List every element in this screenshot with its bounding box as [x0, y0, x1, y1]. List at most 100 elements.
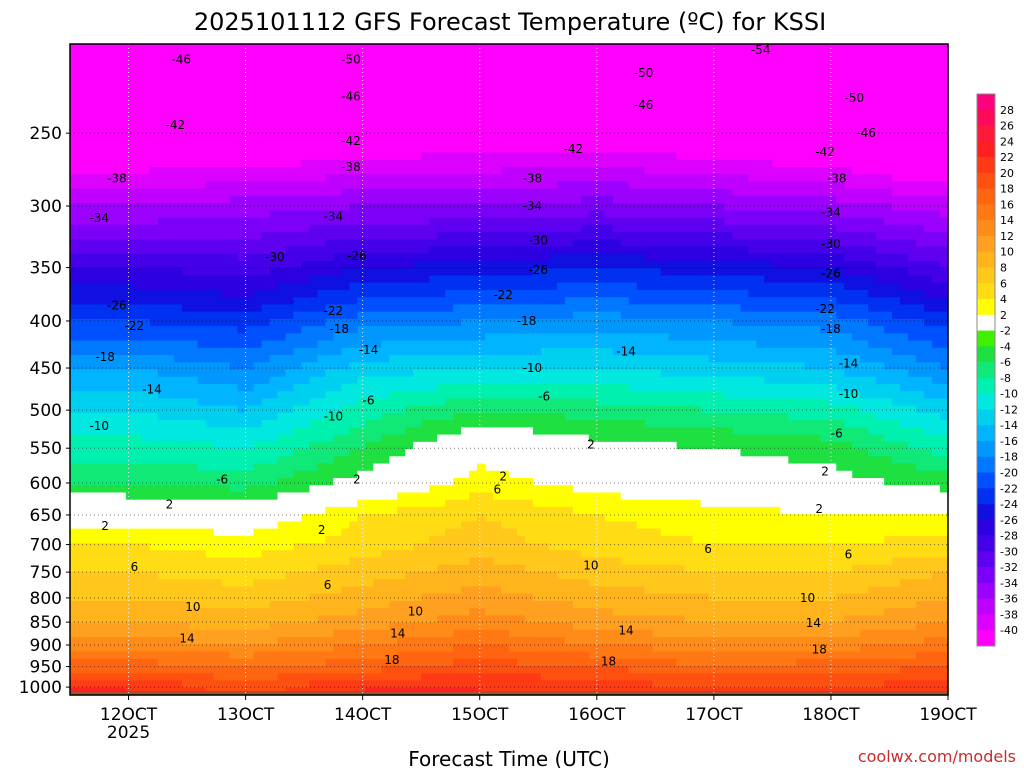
- heatmap-cell: [165, 564, 175, 573]
- heatmap-cell: [117, 72, 127, 81]
- heatmap-cell: [341, 485, 350, 494]
- heatmap-cell: [70, 412, 79, 421]
- heatmap-cell: [333, 166, 342, 175]
- heatmap-cell: [85, 427, 95, 436]
- heatmap-cell: [421, 347, 430, 356]
- heatmap-cell: [437, 434, 446, 443]
- heatmap-cell: [421, 130, 430, 139]
- heatmap-cell: [453, 51, 462, 60]
- heatmap-cell: [157, 463, 167, 472]
- heatmap-cell: [445, 297, 454, 305]
- heatmap-cell: [477, 217, 486, 226]
- heatmap-cell: [245, 181, 255, 190]
- heatmap-cell: [77, 586, 87, 595]
- heatmap-cell: [277, 427, 287, 436]
- heatmap-cell: [157, 232, 167, 240]
- heatmap-cell: [493, 412, 502, 421]
- heatmap-cell: [437, 268, 446, 277]
- heatmap-cell: [237, 666, 247, 674]
- heatmap-cell: [85, 586, 95, 595]
- heatmap-cell: [381, 434, 390, 443]
- heatmap-cell: [501, 514, 510, 522]
- heatmap-cell: [365, 181, 374, 190]
- heatmap-cell: [509, 311, 518, 320]
- heatmap-cell: [357, 622, 366, 631]
- heatmap-cell: [365, 355, 374, 363]
- heatmap-cell: [477, 123, 486, 132]
- heatmap-cell: [101, 94, 111, 103]
- heatmap-cell: [125, 456, 135, 465]
- heatmap-cell: [77, 318, 87, 327]
- heatmap-cell: [189, 51, 199, 60]
- heatmap-cell: [349, 109, 358, 117]
- heatmap-cell: [277, 340, 287, 349]
- heatmap-cell: [165, 478, 175, 486]
- heatmap-cell: [381, 441, 390, 450]
- heatmap-cell: [221, 615, 231, 624]
- heatmap-cell: [293, 72, 303, 81]
- heatmap-cell: [293, 116, 303, 125]
- heatmap-cell: [397, 224, 406, 233]
- heatmap-cell: [293, 412, 303, 421]
- heatmap-cell: [109, 347, 119, 356]
- heatmap-cell: [237, 166, 247, 175]
- heatmap-cell: [477, 138, 486, 146]
- heatmap-cell: [485, 65, 494, 74]
- heatmap-cell: [149, 485, 159, 494]
- heatmap-cell: [309, 224, 319, 233]
- heatmap-cell: [477, 282, 486, 291]
- heatmap-cell: [70, 579, 79, 588]
- heatmap-cell: [157, 391, 167, 400]
- heatmap-cell: [269, 188, 279, 197]
- heatmap-cell: [309, 166, 319, 175]
- heatmap-cell: [325, 463, 334, 472]
- heatmap-cell: [109, 521, 119, 530]
- heatmap-cell: [373, 94, 382, 103]
- heatmap-cell: [357, 680, 366, 689]
- heatmap-cell: [325, 152, 334, 161]
- heatmap-cell: [269, 391, 279, 400]
- heatmap-cell: [221, 376, 231, 385]
- heatmap-cell: [101, 543, 111, 551]
- heatmap-cell: [285, 217, 295, 226]
- heatmap-cell: [269, 195, 279, 204]
- heatmap-cell: [373, 644, 382, 653]
- heatmap-cell: [237, 311, 247, 320]
- heatmap-cell: [349, 355, 358, 363]
- heatmap-cell: [117, 600, 127, 609]
- heatmap-cell: [237, 362, 247, 371]
- heatmap-cell: [325, 572, 334, 580]
- heatmap-cell: [245, 253, 255, 262]
- heatmap-cell: [261, 210, 271, 219]
- heatmap-cell: [101, 463, 111, 472]
- heatmap-cell: [349, 528, 358, 537]
- heatmap-cell: [245, 608, 255, 617]
- heatmap-cell: [485, 506, 494, 515]
- heatmap-cell: [149, 441, 159, 450]
- heatmap-cell: [309, 499, 319, 508]
- heatmap-cell: [301, 680, 311, 689]
- heatmap-cell: [301, 579, 311, 588]
- heatmap-cell: [405, 51, 414, 60]
- heatmap-cell: [325, 434, 334, 443]
- heatmap-cell: [117, 239, 127, 248]
- heatmap-cell: [381, 232, 390, 240]
- heatmap-cell: [173, 470, 183, 479]
- heatmap-cell: [70, 535, 79, 544]
- heatmap-cell: [277, 261, 287, 269]
- heatmap-cell: [253, 593, 263, 602]
- heatmap-cell: [213, 492, 223, 501]
- heatmap-cell: [85, 145, 95, 154]
- heatmap-cell: [237, 535, 247, 544]
- heatmap-cell: [493, 347, 502, 356]
- heatmap-cell: [93, 615, 103, 624]
- heatmap-cell: [309, 232, 319, 240]
- heatmap-cell: [221, 101, 231, 110]
- heatmap-cell: [325, 297, 334, 305]
- heatmap-cell: [101, 485, 111, 494]
- heatmap-cell: [445, 622, 454, 631]
- heatmap-cell: [477, 87, 486, 96]
- heatmap-cell: [205, 297, 215, 305]
- heatmap-cell: [381, 101, 390, 110]
- heatmap-cell: [285, 608, 295, 617]
